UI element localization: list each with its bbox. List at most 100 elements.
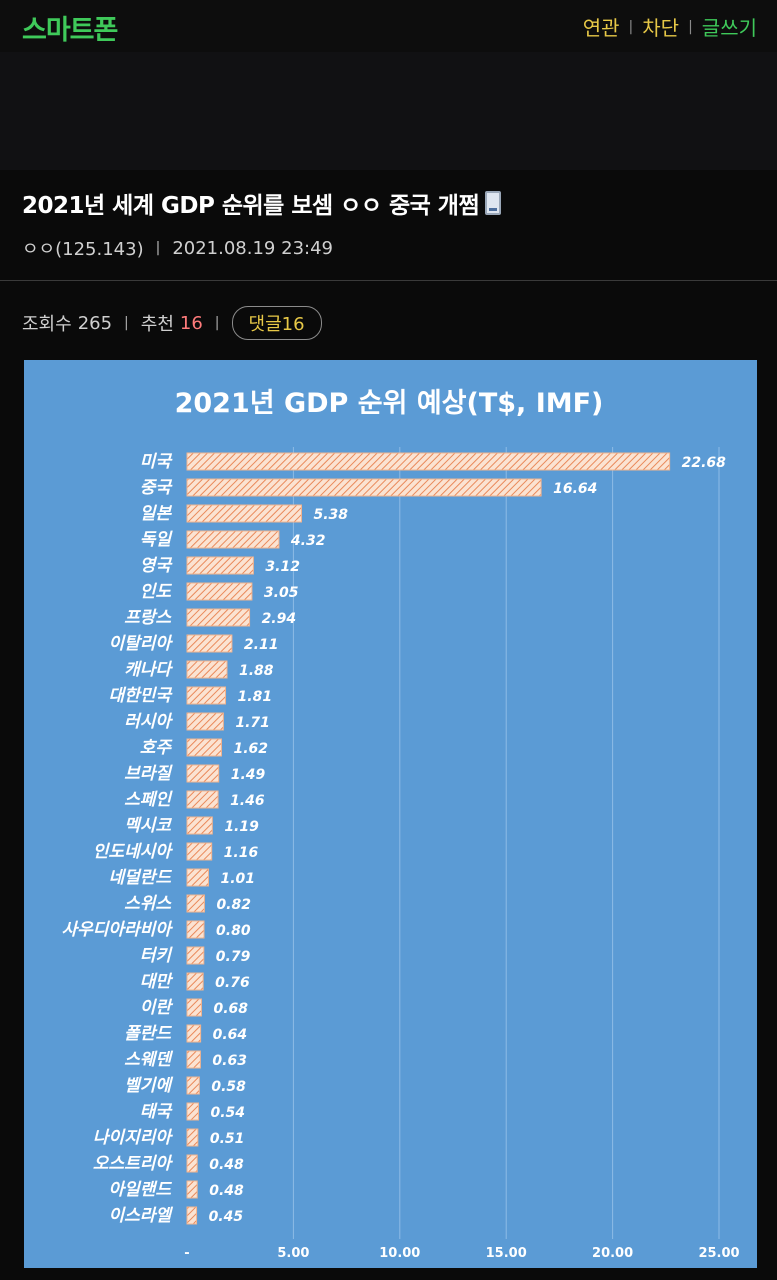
x-tick-label: -: [184, 1246, 189, 1261]
nav-separator: |: [688, 18, 693, 35]
recommend-label: 추천: [140, 314, 174, 335]
bar: [186, 1128, 199, 1147]
category-label: 일본: [140, 504, 173, 524]
data-label: 5.38: [313, 507, 348, 523]
write-link[interactable]: 글쓰기: [701, 16, 757, 40]
data-label: 16.64: [553, 481, 597, 497]
bar: [186, 842, 213, 861]
category-label: 이란: [140, 998, 174, 1018]
category-label: 영국: [140, 556, 174, 576]
data-label: 0.51: [210, 1131, 245, 1147]
recommend-count: 16: [179, 312, 203, 334]
category-label: 브라질: [124, 764, 173, 784]
bar: [186, 738, 222, 757]
bar: [186, 790, 219, 809]
bar: [186, 634, 233, 653]
bar: [186, 998, 202, 1017]
author-name[interactable]: ㅇㅇ(125.143): [22, 239, 144, 260]
bar: [186, 894, 205, 913]
bar: [186, 608, 251, 627]
bar: [186, 530, 280, 549]
data-label: 22.68: [682, 455, 727, 471]
gdp-chart-image: 2021년 GDP 순위 예상(T$, IMF) 미국 22.68 중국 16.64 일…: [24, 360, 757, 1268]
category-label: 인도: [140, 582, 173, 602]
data-label: 1.88: [239, 663, 274, 679]
bar: [186, 1180, 198, 1199]
mobile-phone-icon: [485, 191, 502, 215]
related-link[interactable]: 연관: [582, 16, 620, 40]
category-label: 오스트리아: [93, 1154, 174, 1174]
bar: [186, 452, 671, 471]
chart-title: 2021년 GDP 순위 예상(T$, IMF): [175, 388, 604, 419]
comment-label: 댓글: [248, 314, 282, 335]
post-title: 2021년 세계 GDP 순위를 보셈 ㅇㅇ 중국 개쩜: [22, 186, 502, 220]
bar: [186, 1076, 200, 1095]
category-label: 중국: [140, 478, 174, 498]
gallery-name[interactable]: 스마트폰: [22, 15, 118, 46]
data-label: 3.05: [264, 585, 299, 601]
category-label: 멕시코: [124, 816, 172, 836]
x-tick-label: 15.00: [486, 1246, 527, 1261]
top-bar: 스마트폰 연관 | 차단 | 글쓰기: [0, 0, 777, 52]
category-label: 스위스: [124, 894, 172, 914]
bar: [186, 1024, 202, 1043]
data-label: 0.63: [212, 1053, 247, 1069]
bar: [186, 946, 205, 965]
bar: [186, 868, 209, 887]
category-label: 독일: [140, 530, 174, 550]
data-label: 0.48: [209, 1183, 244, 1199]
x-tick-label: 5.00: [277, 1246, 309, 1261]
bar: [186, 478, 542, 497]
category-label: 캐나다: [124, 660, 173, 680]
data-label: 1.71: [235, 715, 270, 731]
data-label: 0.79: [216, 949, 251, 965]
data-label: 1.62: [233, 741, 268, 757]
data-label: 3.12: [265, 559, 300, 575]
bar: [186, 1102, 199, 1121]
bar: [186, 972, 204, 991]
data-label: 0.82: [216, 897, 251, 913]
gdp-bar-chart: 2021년 GDP 순위 예상(T$, IMF) 미국 22.68 중국 16.64 일…: [62, 388, 740, 1261]
data-label: 1.16: [224, 845, 259, 861]
data-label: 2.94: [262, 611, 297, 627]
category-label: 벨기에: [124, 1076, 173, 1096]
divider: [0, 280, 777, 281]
x-tick-label: 25.00: [698, 1246, 739, 1261]
bar: [186, 1206, 198, 1225]
comment-button[interactable]: 댓글16: [231, 306, 322, 340]
category-label: 폴란드: [124, 1024, 172, 1044]
bar: [186, 660, 228, 679]
block-link[interactable]: 차단: [642, 16, 680, 40]
data-label: 0.58: [211, 1079, 246, 1095]
category-label: 나이지리아: [93, 1128, 174, 1148]
bar: [186, 582, 253, 601]
post-stats: 조회수 265 | 추천 16 | 댓글16: [22, 306, 322, 340]
views-label: 조회수: [22, 314, 72, 335]
bar: [186, 764, 220, 783]
data-label: 4.32: [290, 533, 326, 549]
category-label: 스페인: [124, 790, 173, 810]
category-label: 호주: [140, 738, 174, 758]
category-label: 스웨덴: [124, 1050, 173, 1070]
bar: [186, 686, 227, 705]
category-label: 인도네시아: [93, 842, 174, 862]
category-label: 대한민국: [108, 686, 173, 706]
data-label: 0.54: [210, 1105, 245, 1121]
data-label: 0.45: [209, 1209, 244, 1225]
category-label: 이탈리아: [108, 634, 173, 654]
top-nav: 연관 | 차단 | 글쓰기: [583, 12, 757, 41]
category-label: 러시아: [124, 712, 173, 732]
post-datetime: 2021.08.19 23:49: [172, 237, 333, 259]
bar: [186, 556, 254, 575]
x-tick-label: 10.00: [379, 1246, 420, 1261]
banner-area: [0, 52, 777, 170]
data-label: 0.80: [216, 923, 251, 939]
category-label: 대만: [140, 972, 174, 992]
category-label: 터키: [140, 946, 174, 966]
category-label: 태국: [140, 1102, 174, 1122]
bar: [186, 712, 224, 731]
data-label: 0.64: [213, 1027, 248, 1043]
post-title-text: 2021년 세계 GDP 순위를 보셈 ㅇㅇ 중국 개쩜: [22, 193, 480, 219]
data-label: 1.81: [238, 689, 273, 705]
x-tick-label: 20.00: [592, 1246, 633, 1261]
